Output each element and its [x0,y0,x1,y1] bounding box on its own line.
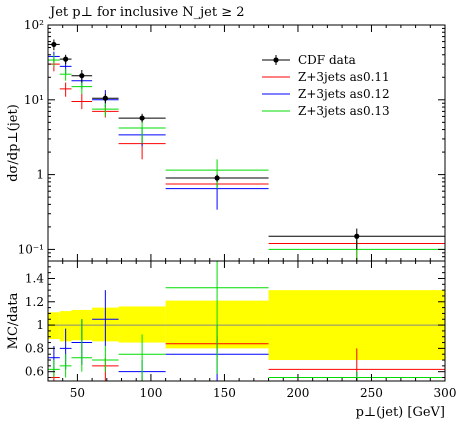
series-cdf-data-bin-5-point [214,175,220,181]
ratio-y-tick-label: 1 [36,318,44,332]
x-tick-label: 250 [360,386,383,400]
main-panel: 10² 10¹ 1 10⁻¹ [18,18,446,262]
y-tick-label: 1 [36,168,44,182]
ratio-y-tick-label: 0.6 [25,365,44,379]
x-tick-label: 100 [139,386,162,400]
x-tick-label: 200 [287,386,310,400]
ratio-y-tick-label: 1.4 [25,271,44,285]
x-tick-label: 300 [434,386,457,400]
ratio-panel-frame [47,260,446,382]
series-cdf-data-bin-4-point [139,115,145,121]
x-tick-label: 50 [70,386,85,400]
series-cdf-data-bin-3-point [102,95,108,101]
legend-z-3jets-as0-11-label: Z+3jets as0.11 [298,70,390,84]
ratio-y-tick-label: 1.2 [25,295,44,309]
ratio-panel: 0.6 0.8 1 1.2 1.4 50 100 150 200 250 300 [25,260,457,400]
y-tick-label: 10² [24,18,44,32]
chart-title: Jet p⊥ for inclusive N_jet ≥ 2 [48,5,245,20]
legend-z-3jets-as0-13-label: Z+3jets as0.13 [298,104,390,118]
legend-cdf-data-label: CDF data [298,53,356,67]
series-cdf-data-bin-6-point [354,233,360,239]
ratio-y-tick-label: 0.8 [25,341,44,355]
y-axis-label-main: dσ/dp⊥(jet) [6,104,21,182]
legend-z-3jets-as0-12-label: Z+3jets as0.12 [298,87,390,101]
series-cdf-data-bin-1-point [63,56,69,62]
uncertainty-band-bin-1 [59,311,72,342]
y-axis-label-ratio: MC/data [6,292,21,349]
main-panel-frame [47,24,446,262]
uncertainty-band-bin-0 [48,312,60,340]
legend: CDF data Z+3jets as0.11 Z+3jets as0.12 Z+3j… [262,53,390,118]
y-tick-label: 10¹ [24,93,44,107]
x-tick-label: 150 [213,386,236,400]
series-cdf-data-bin-0-point [51,41,57,48]
x-axis-label: p⊥(jet) [GeV] [356,405,445,420]
series-cdf-data-bin-2-point [79,73,85,79]
y-tick-label: 10⁻¹ [18,242,44,256]
legend-cdf-data-marker [273,57,279,63]
